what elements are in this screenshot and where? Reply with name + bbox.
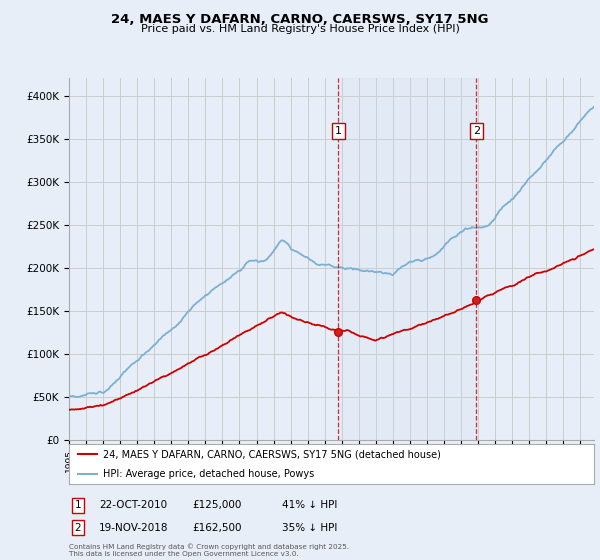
Text: 24, MAES Y DAFARN, CARNO, CAERSWS, SY17 5NG (detached house): 24, MAES Y DAFARN, CARNO, CAERSWS, SY17 … (103, 449, 441, 459)
Text: 2: 2 (473, 126, 480, 136)
Text: 1: 1 (335, 126, 342, 136)
Text: £125,000: £125,000 (192, 500, 241, 510)
Text: 2: 2 (74, 522, 82, 533)
Bar (338, 78, 476, 440)
Text: £162,500: £162,500 (192, 522, 241, 533)
Text: HPI: Average price, detached house, Powys: HPI: Average price, detached house, Powy… (103, 469, 314, 479)
Text: 35% ↓ HPI: 35% ↓ HPI (282, 522, 337, 533)
Text: Price paid vs. HM Land Registry's House Price Index (HPI): Price paid vs. HM Land Registry's House … (140, 24, 460, 34)
Text: 24, MAES Y DAFARN, CARNO, CAERSWS, SY17 5NG: 24, MAES Y DAFARN, CARNO, CAERSWS, SY17 … (111, 13, 489, 26)
Text: 19-NOV-2018: 19-NOV-2018 (99, 522, 169, 533)
Text: 1: 1 (74, 500, 82, 510)
Text: 22-OCT-2010: 22-OCT-2010 (99, 500, 167, 510)
Text: Contains HM Land Registry data © Crown copyright and database right 2025.
This d: Contains HM Land Registry data © Crown c… (69, 543, 349, 557)
Text: 41% ↓ HPI: 41% ↓ HPI (282, 500, 337, 510)
